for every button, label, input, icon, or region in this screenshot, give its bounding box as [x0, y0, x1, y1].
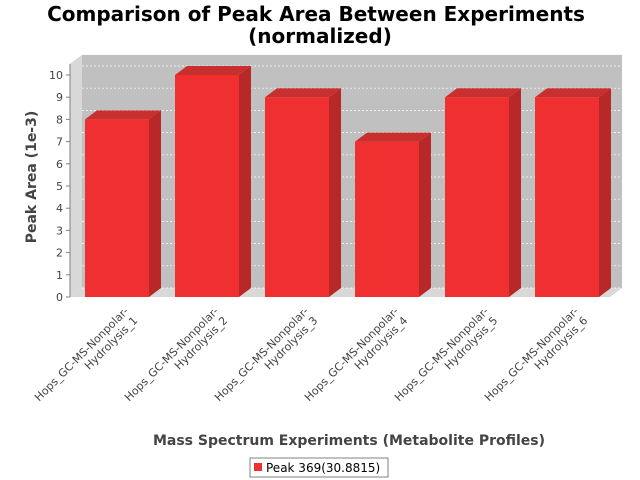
x-category-label-line: Hops_GC-MS-Nonpolar-: [482, 305, 581, 404]
x-category-label: Hops_GC-MS-Nonpolar-Hydrolysis_6: [482, 305, 590, 413]
bar-front: [265, 97, 329, 297]
y-tick-label: 8: [56, 113, 63, 126]
y-axis-label: Peak Area (1e-3): [24, 111, 40, 244]
bar-top: [355, 132, 431, 142]
legend-box: [249, 457, 389, 478]
plot-area: [70, 54, 622, 298]
bar-side: [329, 88, 341, 297]
bar-side: [509, 88, 521, 297]
x-category-label-line: Hops_GC-MS-Nonpolar-: [212, 305, 311, 404]
bar-4: [355, 132, 431, 297]
grid-lines: [82, 65, 622, 289]
x-category-label-line: Hops_GC-MS-Nonpolar-: [32, 305, 131, 404]
x-category-label-line: Hops_GC-MS-Nonpolar-: [122, 305, 221, 404]
y-axis: 0 1 2 3 4 5 6 7 8 9 10: [49, 63, 71, 304]
bar-side: [149, 110, 161, 298]
x-category-label-line: Hops_GC-MS-Nonpolar-: [302, 305, 401, 404]
x-category-label-line: Hops_GC-MS-Nonpolar-: [392, 305, 491, 404]
bar-side: [239, 66, 251, 297]
y-tick-label: 7: [56, 136, 63, 149]
bar-top: [535, 88, 611, 98]
y-tick-label: 9: [56, 91, 63, 104]
bar-front: [535, 97, 599, 297]
y-tick-label: 1: [56, 269, 63, 282]
bar-front: [85, 119, 149, 298]
bar-top: [445, 88, 521, 98]
y-tick-label: 2: [56, 247, 63, 260]
bar-top: [175, 66, 251, 75]
legend-swatch: [254, 463, 262, 471]
bar-front: [175, 75, 239, 297]
y-tick-label: 3: [56, 224, 63, 237]
y-tick-label: 5: [56, 180, 63, 193]
legend: Peak 369(30.8815): [249, 457, 389, 478]
x-axis-label: Mass Spectrum Experiments (Metabolite Pr…: [153, 433, 545, 449]
y-tick-label: 0: [56, 291, 63, 304]
plot-back-wall: [82, 54, 622, 289]
bar-1: [85, 110, 161, 298]
bar-side: [419, 132, 431, 297]
bars: [85, 66, 611, 298]
y-tick-label: 10: [49, 69, 63, 82]
chart-subtitle: (normalized): [248, 24, 392, 48]
bar-2: [175, 66, 251, 297]
bar-top: [265, 88, 341, 98]
y-tick-label: 6: [56, 158, 63, 171]
bar-front: [445, 97, 509, 297]
plot-left-wall: [70, 54, 82, 298]
legend-label: Peak 369(30.8815): [266, 461, 380, 475]
x-axis-categories: Hops_GC-MS-Nonpolar-Hydrolysis_1Hops_GC-…: [32, 305, 590, 413]
bar-3: [265, 88, 341, 297]
bar-top: [85, 110, 161, 120]
bar-5: [445, 88, 521, 297]
bar-front: [355, 141, 419, 297]
bar-side: [599, 88, 611, 297]
bar-6: [535, 88, 611, 297]
y-tick-label: 4: [56, 202, 63, 215]
chart-title: Comparison of Peak Area Between Experime…: [47, 2, 585, 26]
